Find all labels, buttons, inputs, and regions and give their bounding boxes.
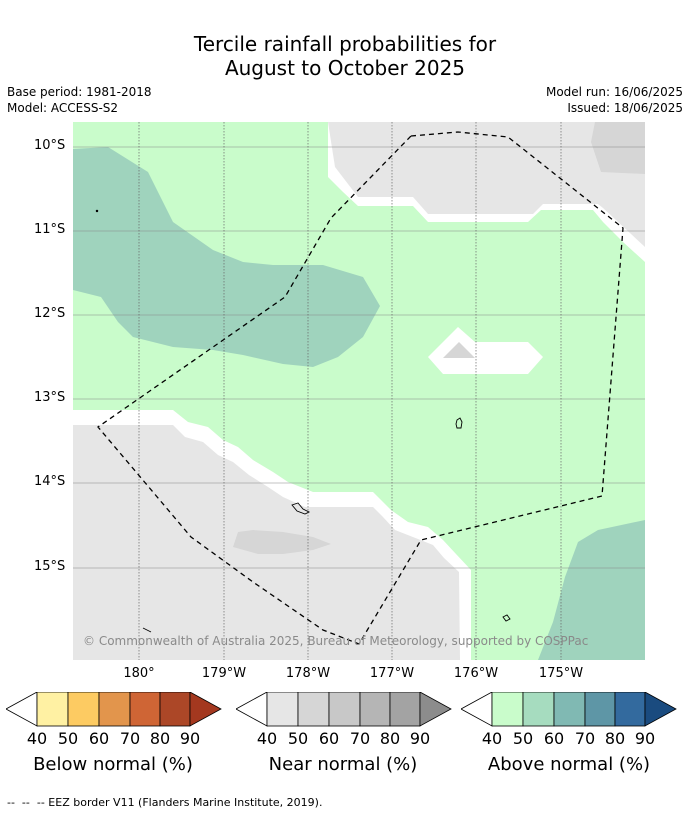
issued-text: Issued: 18/06/2025 [567,101,683,115]
near-normal-low-end [236,692,268,727]
near-normal-swatch [359,692,391,727]
island-south [502,614,511,622]
near-normal-swatch [266,692,299,727]
above-normal-swatch [584,692,616,727]
rainfall-probability-map: © Commonwealth of Australia 2025, Bureau… [73,122,645,660]
lat-label-14s: 14°S [34,474,66,489]
colorbar-tick: 80 [379,729,401,748]
colorbar-tick: 50 [57,729,79,748]
near-normal-swatch [328,692,361,727]
colorbar-tick: 50 [287,729,309,748]
model-run-text: Model run: 16/06/2025 [545,85,683,99]
base-period-text: Base period: 1981-2018 [7,85,152,99]
below-normal-swatch [189,692,222,727]
near-normal-swatch [419,692,452,727]
colorbar-tick: 40 [256,729,278,748]
near-normal-50-island-east [443,342,475,358]
colorbar-tick: 60 [318,729,340,748]
colorbar-tick: 80 [149,729,171,748]
below-normal-swatch [36,692,69,727]
lat-label-13s: 13°S [34,390,66,405]
colorbar-tick: 80 [604,729,626,748]
ocean-gap-east [428,327,543,374]
colorbar-tick: 70 [119,729,141,748]
colorbar-tick: 90 [409,729,431,748]
above-normal-swatch [522,692,555,727]
below-normal-low-end [6,692,38,727]
map-title-line-2: August to October 2025 [224,56,466,80]
near-normal-50-patch-south [233,530,331,554]
lon-label-176w: 176°W [453,666,499,681]
below-normal-colorbar [6,692,222,727]
above-normal-50-region-west [73,147,380,367]
colorbar-tick: 60 [88,729,110,748]
lat-label-15s: 15°S [34,559,66,574]
above-normal-50-region-southeast [538,520,645,660]
island-cluster-west [291,502,311,515]
eez-border [97,131,624,645]
longitude-gridlines [138,122,562,660]
colorbar-tick: 70 [574,729,596,748]
colorbar-tick: 90 [179,729,201,748]
above-normal-low-end [461,692,493,727]
above-normal-swatch [644,692,677,727]
colorbar-tick: 90 [634,729,656,748]
below-normal-swatch [98,692,131,727]
below-normal-swatch [129,692,161,727]
above-normal-colorbar [461,692,677,727]
map-title-line-1: Tercile rainfall probabilities for [193,32,497,56]
below-normal-swatch [67,692,100,727]
below-normal-label: Below normal (%) [33,754,193,775]
above-normal-swatch [491,692,524,727]
near-normal-50-region-north [591,122,645,174]
above-normal-label: Above normal (%) [487,754,651,775]
near-normal-swatch [297,692,330,727]
near-normal-colorbar [236,692,452,727]
colorbar-tick: 50 [512,729,534,748]
near-normal-label: Near normal (%) [268,754,418,775]
island-northwest [95,209,99,213]
lat-label-11s: 11°S [34,222,66,237]
eez-footnote: -- -- -- EEZ border V11 (Flanders Marine… [7,796,323,809]
lon-label-178w: 178°W [285,666,331,681]
lat-label-12s: 12°S [34,306,66,321]
colorbar-tick: 40 [26,729,48,748]
near-normal-40-region-north [328,122,645,247]
colorbar-tick: 40 [481,729,503,748]
model-text: Model: ACCESS-S2 [7,101,119,115]
lon-label-177w: 177°W [369,666,415,681]
attribution-text: © Commonwealth of Australia 2025, Bureau… [83,634,588,648]
below-normal-swatch [159,692,191,727]
lon-label-180: 180° [123,666,155,681]
colorbar-tick: 60 [543,729,565,748]
island-southwest [142,627,152,633]
island-main [455,417,463,429]
above-normal-swatch [614,692,646,727]
lon-label-179w: 179°W [201,666,247,681]
lat-label-10s: 10°S [34,138,66,153]
above-normal-swatch [553,692,586,727]
latitude-gridlines [73,146,645,569]
near-normal-swatch [389,692,421,727]
islands [95,209,511,633]
colorbar-tick: 70 [349,729,371,748]
lon-label-175w: 175°W [538,666,584,681]
